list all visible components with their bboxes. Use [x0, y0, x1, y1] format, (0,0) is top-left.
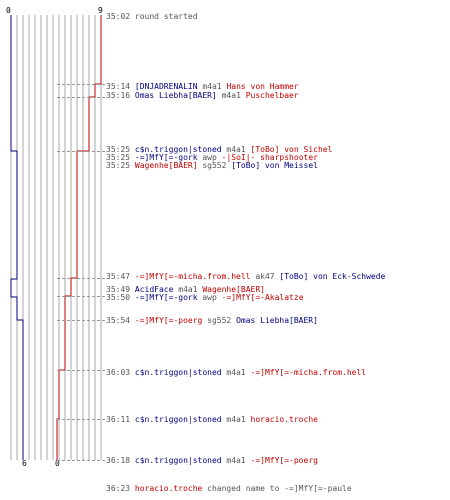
- event-time: 36:11: [106, 415, 135, 424]
- player-name: -=]MfY[=-poerg: [250, 456, 318, 465]
- event-time: 35:02: [106, 12, 135, 21]
- player-name: horacio.troche: [250, 415, 318, 424]
- event-marker-line: [57, 320, 105, 321]
- player-name: Omas Liebha[BAER]: [134, 91, 217, 100]
- event-detail: m4a1: [173, 285, 203, 294]
- event-time: 35:54: [106, 316, 135, 325]
- event-row: 35:50 -=]MfY[=-gork awp -=]MfY[=-Akalatz…: [106, 293, 304, 302]
- player-name: [ToBo] von Meissel: [231, 161, 318, 170]
- event-marker-line: [57, 419, 105, 420]
- player-name: [ToBo] von Sichel: [250, 145, 333, 154]
- player-name: c$n.triggon|stoned: [134, 415, 222, 424]
- event-row: 35:14 [DNJADRENALIN m4a1 Hans von Hammer: [106, 82, 299, 91]
- event-row: 35:49 AcidFace m4a1 Wagenhe[BAER]: [106, 285, 265, 294]
- event-time: 35:14: [106, 82, 135, 91]
- event-marker-line: [57, 151, 105, 152]
- blue-team-line: [10, 15, 24, 460]
- event-detail: m4a1: [221, 368, 251, 377]
- bottom-blue-score: 6: [22, 459, 27, 468]
- event-time: 35:25: [106, 153, 135, 162]
- event-marker-line: [57, 97, 105, 98]
- event-detail: sg552: [202, 316, 237, 325]
- event-row: 36:23 horacio.troche changed name to -=]…: [106, 484, 352, 493]
- player-name: Wagenhe[BAER]: [134, 161, 198, 170]
- event-marker-line: [57, 278, 105, 279]
- event-time: 35:50: [106, 293, 135, 302]
- player-name: [DNJADRENALIN: [134, 82, 198, 91]
- event-detail: awp: [197, 153, 222, 162]
- event-row: 36:03 c$n.triggon|stoned m4a1 -=]MfY[=-m…: [106, 368, 366, 377]
- event-marker-line: [57, 84, 105, 85]
- event-detail: m4a1: [221, 145, 251, 154]
- event-time: 35:25: [106, 145, 135, 154]
- event-row: 35:25 -=]MfY[=-gork awp -|SoI|- sharpsho…: [106, 153, 318, 162]
- event-row: 35:25 c$n.triggon|stoned m4a1 [ToBo] von…: [106, 145, 332, 154]
- event-detail: m4a1: [197, 82, 227, 91]
- player-name: c$n.triggon|stoned: [134, 368, 222, 377]
- event-row: 36:11 c$n.triggon|stoned m4a1 horacio.tr…: [106, 415, 318, 424]
- event-detail: -=]MfY[=-paule: [284, 484, 352, 493]
- event-time: 35:47: [106, 272, 135, 281]
- event-row: 35:25 Wagenhe[BAER] sg552 [ToBo] von Mei…: [106, 161, 318, 170]
- event-row: 35:47 -=]MfY[=-micha.from.hell ak47 [ToB…: [106, 272, 385, 281]
- event-row: 35:16 Omas Liebha[BAER] m4a1 Puschelbaer: [106, 91, 299, 100]
- event-time: 35:16: [106, 91, 135, 100]
- event-detail: awp: [197, 293, 222, 302]
- event-detail: ak47: [250, 272, 280, 281]
- player-name: -=]MfY[=-micha.from.hell: [250, 368, 367, 377]
- top-left-score: 0: [6, 6, 11, 15]
- player-name: Omas Liebha[BAER]: [236, 316, 318, 325]
- player-name: Wagenhe[BAER]: [202, 285, 265, 294]
- player-name: Hans von Hammer: [226, 82, 299, 91]
- player-name: c$n.triggon|stoned: [134, 145, 222, 154]
- event-time: 35:49: [106, 285, 135, 294]
- player-name: -=]MfY[=-poerg: [134, 316, 203, 325]
- event-marker-line: [57, 296, 105, 297]
- player-name: -=]MfY[=-gork: [134, 293, 198, 302]
- top-right-score: 9: [98, 6, 103, 15]
- player-name: -=]MfY[=-gork: [134, 153, 198, 162]
- event-marker-line: [57, 370, 105, 371]
- event-time: 36:18: [106, 456, 135, 465]
- event-row: 36:18 c$n.triggon|stoned m4a1 -=]MfY[=-p…: [106, 456, 318, 465]
- event-row: 35:54 -=]MfY[=-poerg sg552 Omas Liebha[B…: [106, 316, 318, 325]
- player-name: -|SoI|- sharpshooter: [221, 153, 318, 162]
- event-time: 35:25: [106, 161, 135, 170]
- event-time: 36:03: [106, 368, 135, 377]
- player-name: [ToBo] von Eck-Schwede: [279, 272, 386, 281]
- player-name: c$n.triggon|stoned: [134, 456, 222, 465]
- player-name: -=]MfY[=-micha.from.hell: [134, 272, 251, 281]
- event-time: 36:23: [106, 484, 135, 493]
- graph-grid: [10, 15, 102, 460]
- bottom-red-score: 0: [55, 459, 60, 468]
- event-marker-line: [57, 460, 105, 461]
- event-detail: round started: [134, 12, 198, 21]
- player-name: AcidFace: [134, 285, 174, 294]
- event-detail: changed name to: [202, 484, 285, 493]
- player-name: horacio.troche: [134, 484, 203, 493]
- player-name: Puschelbaer: [245, 91, 299, 100]
- event-detail: m4a1: [216, 91, 246, 100]
- player-name: -=]MfY[=-Akalatze: [221, 293, 304, 302]
- event-row: 35:02 round started: [106, 12, 198, 21]
- event-detail: sg552: [197, 161, 232, 170]
- event-detail: m4a1: [221, 415, 251, 424]
- event-detail: m4a1: [221, 456, 251, 465]
